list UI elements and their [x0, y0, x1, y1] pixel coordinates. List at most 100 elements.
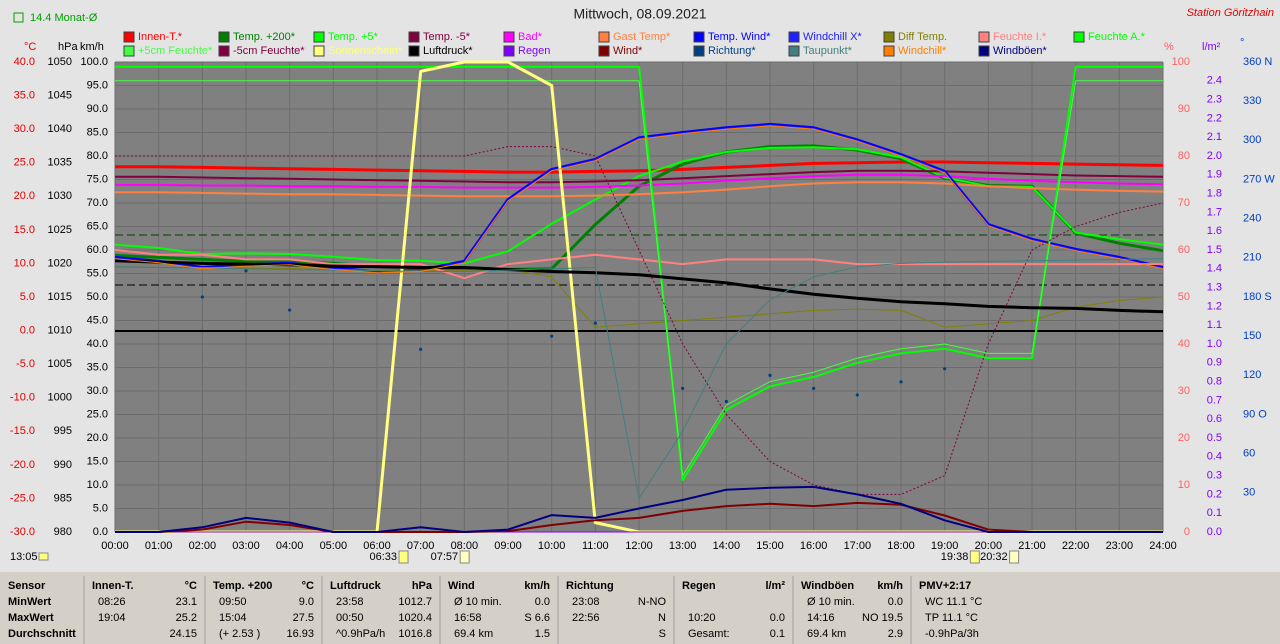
legend-swatch [408, 45, 420, 57]
y-tick-label: 60 [1178, 244, 1190, 256]
series-line [115, 160, 1164, 174]
stats-unit: km/h [877, 580, 903, 592]
legend-label: Temp. +5* [328, 31, 379, 43]
axis-title: hPa [58, 41, 78, 53]
x-tick-label: 06:00 [363, 540, 391, 552]
y-tick-label: 1040 [48, 123, 72, 135]
y-tick-label: -15.0 [10, 425, 35, 437]
series-line [114, 249, 1163, 280]
x-tick-label: 09:00 [494, 540, 522, 552]
y-tick-label: 1010 [48, 324, 72, 336]
x-tick-label: 17:00 [844, 540, 872, 552]
labels: °C 40.0 35.0 30.0 25.0 20.0 15.0 10.0 5.0 0.0 -5.0… [10, 31, 1275, 564]
y-tick-label: 35.0 [87, 361, 108, 373]
y-tick-label: 100.0 [80, 56, 108, 68]
legend-label: Taupunkt* [803, 45, 853, 57]
legend-swatch [598, 31, 610, 43]
x-tick-label: 03:00 [232, 540, 260, 552]
y-tick-label: 1.5 [1207, 244, 1222, 256]
y-tick-label: 100 [1172, 56, 1190, 68]
x-tick-label: 04:00 [276, 540, 304, 552]
legend-swatch [1073, 31, 1085, 43]
stats-cell: 10:20 [688, 612, 716, 624]
direction-point [943, 367, 947, 371]
legend-swatch [978, 45, 990, 57]
y-tick-label: 65.0 [87, 220, 108, 232]
legend-label: -5cm Feuchte* [233, 45, 305, 57]
y-tick-label: 90 [1178, 103, 1190, 115]
stats-cell: 16:58 [454, 612, 482, 624]
stats-value: 0.0 [535, 596, 550, 608]
grid [114, 61, 1164, 533]
stats-cell: 23:08 [572, 596, 600, 608]
stats-title: Regen [682, 580, 716, 592]
stats-title: Luftdruck [330, 580, 382, 592]
y-tick-label: -5.0 [16, 358, 35, 370]
y-tick-label: 75.0 [87, 173, 108, 185]
y-tick-label: 25.0 [14, 157, 35, 169]
stats-cell: Gesamt: [688, 628, 730, 640]
y-tick-label: 30.0 [87, 385, 108, 397]
legend-swatch [693, 45, 705, 57]
y-tick-label: 985 [54, 492, 72, 504]
legend-swatch [978, 31, 990, 43]
y-tick-label: 1.1 [1207, 319, 1222, 331]
stats-title: PMV+2:17 [919, 580, 971, 592]
y-tick-label: 30 [1178, 385, 1190, 397]
stats-cell: 69.4 km [454, 628, 493, 640]
y-tick-label: 50 [1178, 291, 1190, 303]
stats-unit: l/m² [765, 580, 785, 592]
axis-title: km/h [80, 41, 104, 53]
stats-unit: °C [302, 580, 314, 592]
y-tick-label: 2.0 [1207, 150, 1222, 162]
direction-point [593, 321, 597, 325]
stats-cell: 00:50 [336, 612, 364, 624]
direction-point [200, 295, 204, 299]
x-tick-label: 14:00 [713, 540, 741, 552]
chart-title: Mittwoch, 08.09.2021 [573, 6, 706, 22]
y-tick-label: 2.2 [1207, 112, 1222, 124]
y-tick-label: -20.0 [10, 459, 35, 471]
series-line [115, 181, 1164, 198]
stats-value: 0.0 [770, 612, 785, 624]
legend-label: Windchill X* [803, 31, 862, 43]
stats-cell: 69.4 km [807, 628, 846, 640]
legend-label: Windchill* [898, 45, 947, 57]
y-tick-label: -10.0 [10, 392, 35, 404]
y-tick-label: 0.0 [1207, 526, 1222, 538]
stats-cell: 14:16 [807, 612, 835, 624]
y-tick-label: 0 [1184, 526, 1190, 538]
direction-point [550, 334, 554, 338]
y-tick-label: 0.6 [1207, 413, 1222, 425]
stats-value: S 6.6 [524, 612, 550, 624]
y-tick-label: 1.8 [1207, 188, 1222, 200]
stats-title: Wind [448, 580, 475, 592]
stats-row-label: MinWert [8, 596, 52, 608]
y-tick-label: 80.0 [87, 150, 108, 162]
y-tick-label: 1030 [48, 190, 72, 202]
legend-swatch [788, 31, 800, 43]
y-tick-label: 2.4 [1207, 75, 1222, 87]
stats-cell: 22:56 [572, 612, 600, 624]
y-tick-label: 35.0 [14, 89, 35, 101]
y-tick-label: 0.7 [1207, 394, 1222, 406]
stats-value: 24.15 [169, 628, 197, 640]
legend-swatch [123, 31, 135, 43]
legend-label: Innen-T.* [138, 31, 183, 43]
y-tick-label: 50.0 [87, 291, 108, 303]
y-tick-label: 1.3 [1207, 282, 1222, 294]
station-name: Station Göritzhain [1187, 7, 1274, 19]
y-tick-label: 330 [1243, 95, 1261, 107]
y-tick-label: 1000 [48, 392, 72, 404]
y-tick-label: 45.0 [87, 314, 108, 326]
direction-point [244, 269, 248, 273]
series-line [115, 501, 1163, 533]
stats-row-label: Durchschnitt [8, 628, 76, 640]
y-tick-label: 1020 [48, 257, 72, 269]
y-tick-label: 210 [1243, 252, 1261, 264]
y-tick-label: 55.0 [87, 267, 108, 279]
legend-swatch [313, 45, 325, 57]
stats-unit: °C [185, 580, 197, 592]
stats-cell: (+ 2.53 ) [219, 628, 260, 640]
